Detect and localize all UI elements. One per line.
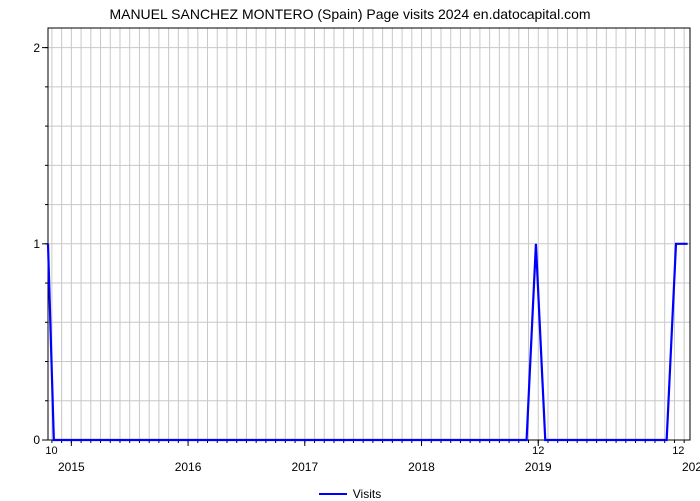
x-secondary-label: 10	[45, 445, 57, 457]
y-tick-label: 0	[10, 433, 40, 447]
x-tick-label: 2017	[291, 460, 318, 474]
x-tick-label: 2019	[525, 460, 552, 474]
y-tick-label: 2	[10, 41, 40, 55]
x-secondary-label: 12	[532, 445, 544, 457]
legend-label: Visits	[353, 487, 381, 501]
x-tick-label: 2018	[408, 460, 435, 474]
x-tick-label: 2016	[175, 460, 202, 474]
legend-swatch	[319, 493, 347, 495]
x-tick-label: 2015	[58, 460, 85, 474]
x-tick-label-clipped: 202	[682, 460, 700, 474]
visits-line-chart: MANUEL SANCHEZ MONTERO (Spain) Page visi…	[0, 0, 700, 500]
x-secondary-label: 12	[672, 445, 684, 457]
chart-legend: Visits	[0, 486, 700, 501]
y-tick-label: 1	[10, 237, 40, 251]
chart-plot-svg	[0, 0, 700, 470]
